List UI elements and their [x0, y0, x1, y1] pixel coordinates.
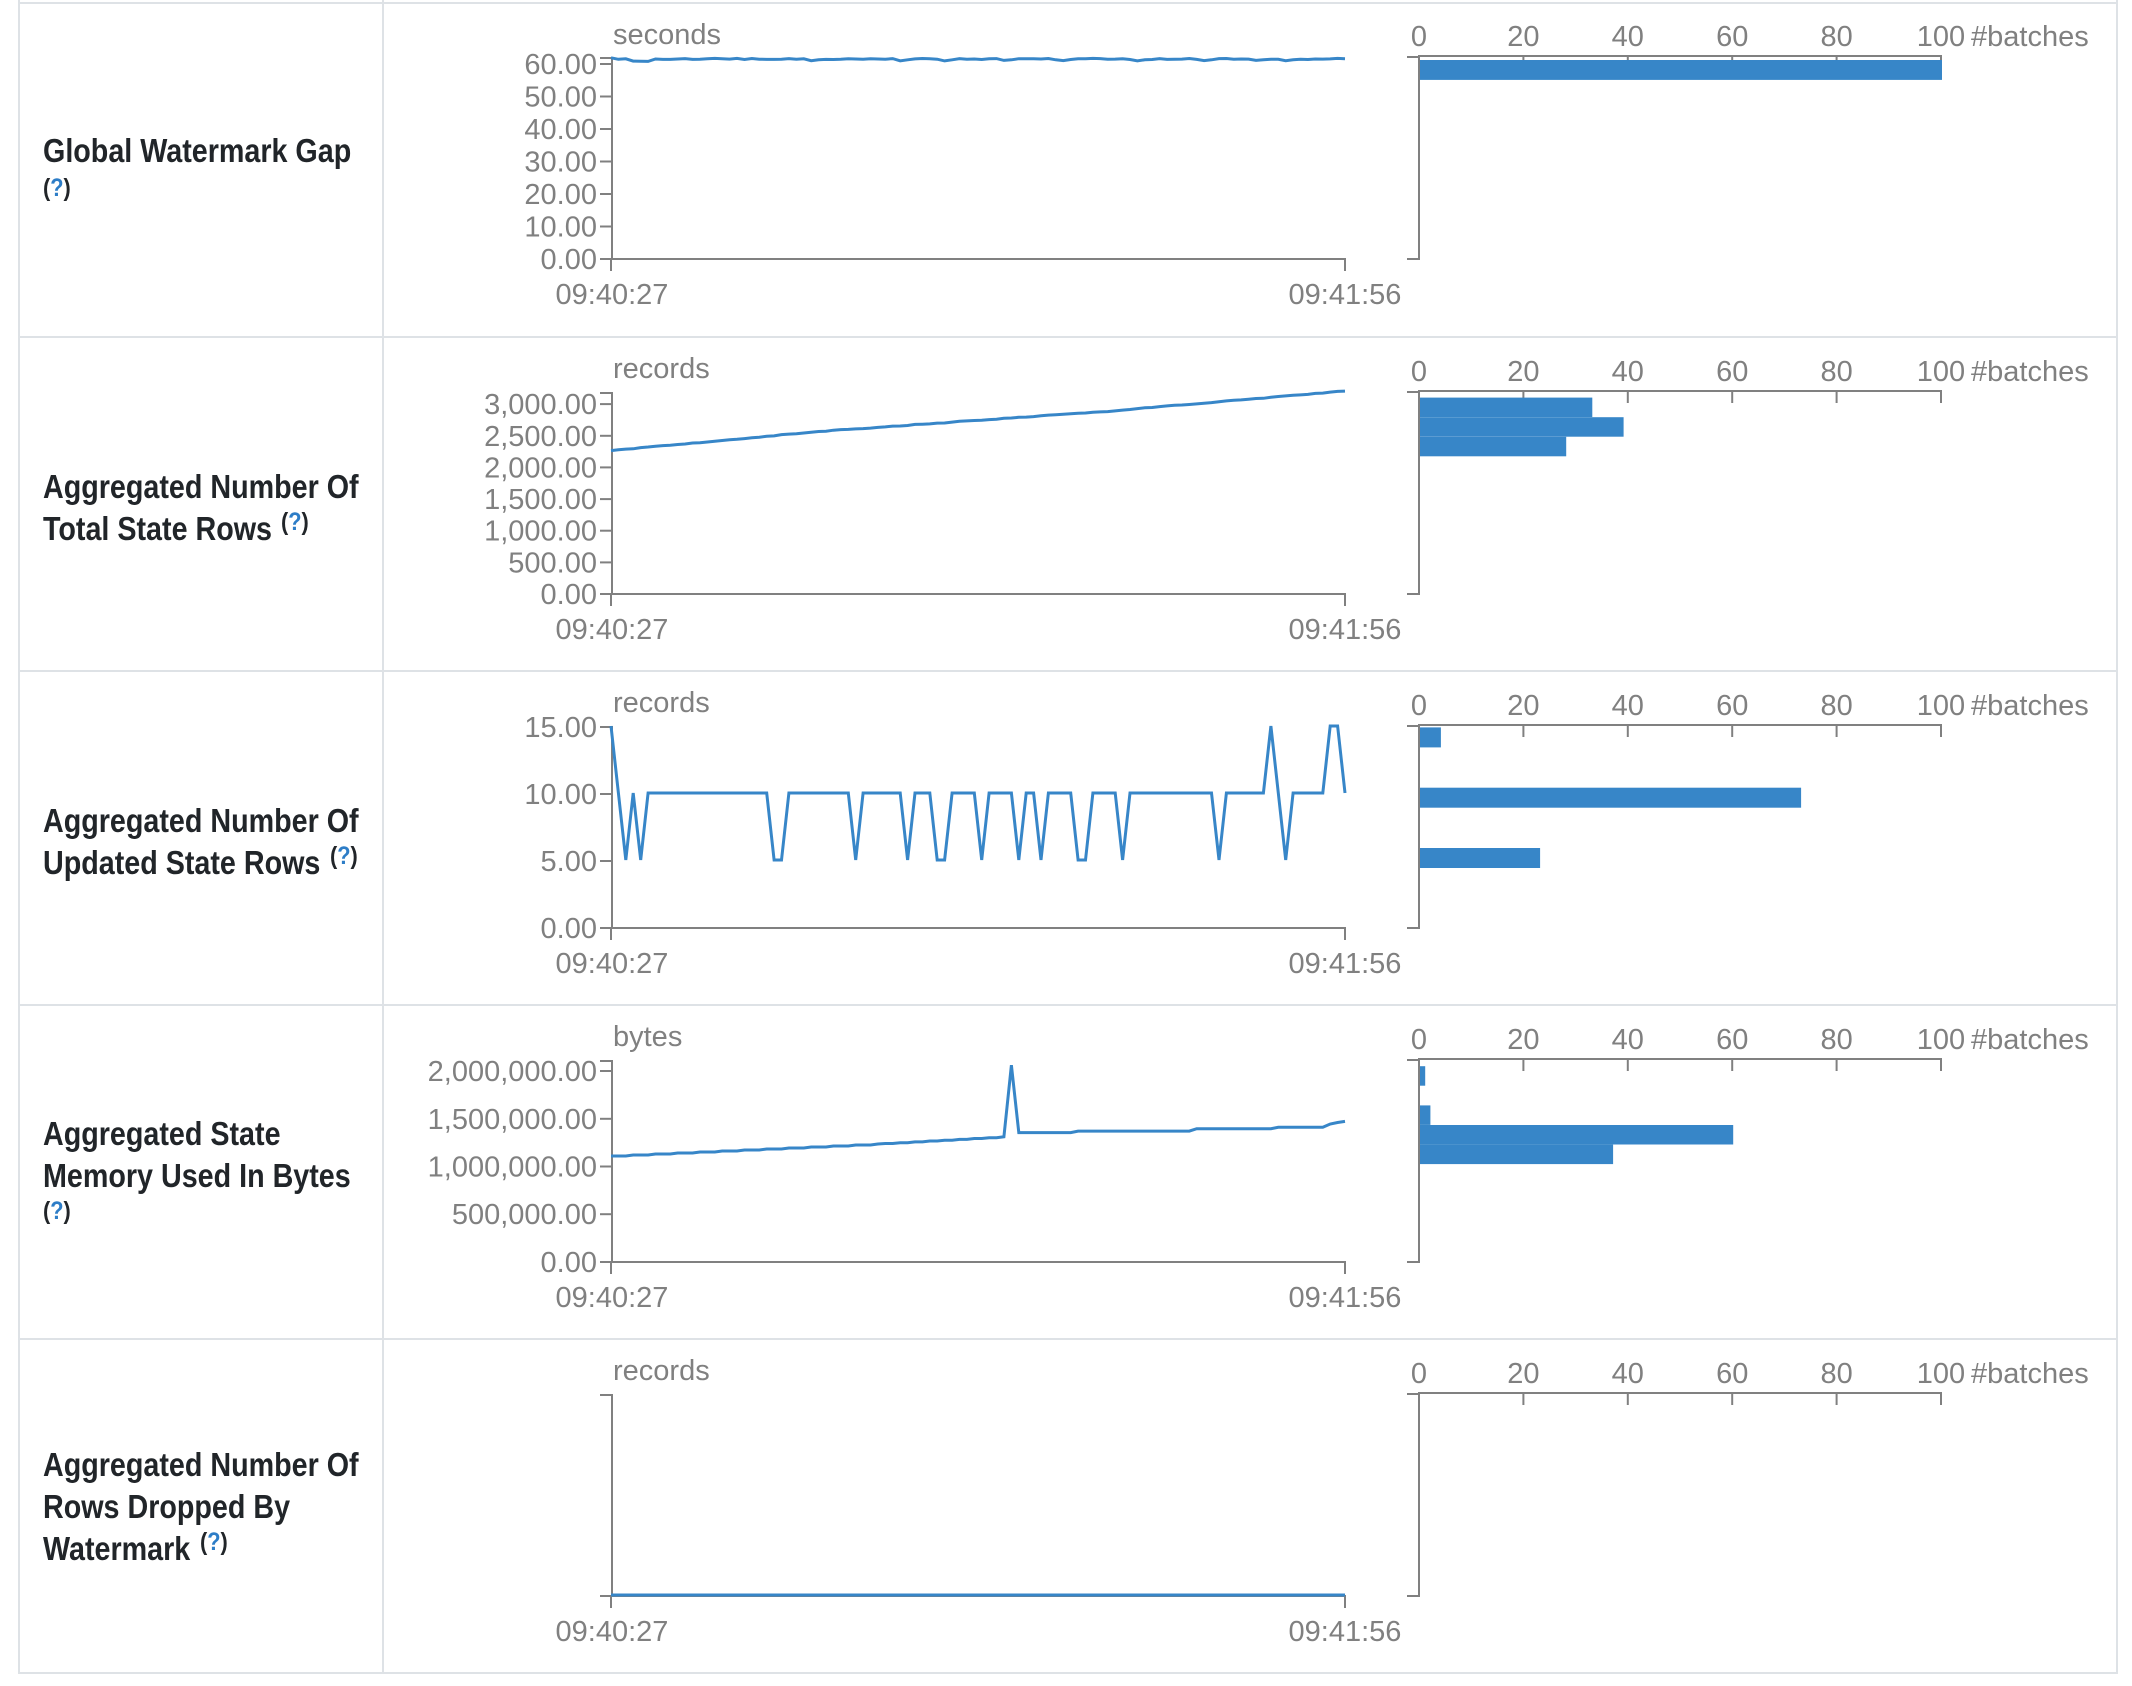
svg-text:09:41:56: 09:41:56	[1289, 1282, 1402, 1314]
svg-text:5.00: 5.00	[541, 846, 597, 878]
svg-text:60: 60	[1716, 1024, 1748, 1056]
svg-text:Updated State Rows: Updated State Rows	[43, 844, 320, 881]
svg-text:09:40:27: 09:40:27	[556, 1616, 669, 1648]
svg-text:#batches: #batches	[1971, 356, 2089, 388]
svg-text:500.00: 500.00	[508, 547, 597, 579]
svg-text:0.00: 0.00	[541, 579, 597, 611]
svg-text:Global Watermark Gap: Global Watermark Gap	[43, 132, 351, 169]
svg-text:0: 0	[1411, 690, 1427, 722]
svg-text:09:41:56: 09:41:56	[1289, 614, 1402, 646]
svg-text:Aggregated Number Of: Aggregated Number Of	[43, 802, 359, 839]
svg-text:09:41:56: 09:41:56	[1289, 279, 1402, 311]
svg-text:0.00: 0.00	[541, 1247, 597, 1279]
svg-text:Total State Rows: Total State Rows	[43, 510, 272, 547]
svg-text:40: 40	[1612, 1358, 1644, 1390]
svg-text:Memory Used In Bytes: Memory Used In Bytes	[43, 1157, 351, 1194]
svg-text:40: 40	[1612, 356, 1644, 388]
svg-text:0: 0	[1411, 21, 1427, 53]
svg-text:0.00: 0.00	[541, 913, 597, 945]
svg-text:09:40:27: 09:40:27	[556, 1282, 669, 1314]
svg-text:60: 60	[1716, 21, 1748, 53]
svg-text:(?): (?)	[43, 174, 71, 202]
svg-text:500,000.00: 500,000.00	[452, 1199, 597, 1231]
svg-text:#batches: #batches	[1971, 21, 2089, 53]
svg-text:80: 80	[1820, 1024, 1852, 1056]
svg-text:20: 20	[1507, 1024, 1539, 1056]
svg-text:1,000,000.00: 1,000,000.00	[428, 1152, 597, 1184]
svg-text:1,500,000.00: 1,500,000.00	[428, 1104, 597, 1136]
svg-text:2,500.00: 2,500.00	[484, 421, 597, 453]
svg-text:records: records	[613, 353, 710, 385]
svg-text:100: 100	[1917, 356, 1965, 388]
svg-text:100: 100	[1917, 21, 1965, 53]
svg-text:0: 0	[1411, 356, 1427, 388]
svg-text:#batches: #batches	[1971, 1358, 2089, 1390]
svg-text:#batches: #batches	[1971, 1024, 2089, 1056]
svg-text:40: 40	[1612, 1024, 1644, 1056]
svg-text:09:41:56: 09:41:56	[1289, 948, 1402, 980]
svg-text:0: 0	[1411, 1358, 1427, 1390]
svg-text:60: 60	[1716, 356, 1748, 388]
svg-text:records: records	[613, 1355, 710, 1387]
svg-text:10.00: 10.00	[524, 779, 597, 811]
svg-text:20: 20	[1507, 690, 1539, 722]
svg-text:(?): (?)	[281, 508, 309, 536]
svg-text:bytes: bytes	[613, 1021, 682, 1053]
svg-text:09:40:27: 09:40:27	[556, 279, 669, 311]
svg-text:(?): (?)	[200, 1528, 228, 1556]
svg-text:(?): (?)	[330, 842, 358, 870]
svg-text:20: 20	[1507, 356, 1539, 388]
svg-text:09:40:27: 09:40:27	[556, 948, 669, 980]
svg-text:Aggregated Number Of: Aggregated Number Of	[43, 1446, 359, 1483]
svg-text:10.00: 10.00	[524, 212, 597, 244]
svg-text:records: records	[613, 687, 710, 719]
svg-text:100: 100	[1917, 1024, 1965, 1056]
svg-text:seconds: seconds	[613, 19, 721, 51]
svg-text:2,000.00: 2,000.00	[484, 452, 597, 484]
svg-text:Aggregated Number Of: Aggregated Number Of	[43, 468, 359, 505]
svg-text:50.00: 50.00	[524, 82, 597, 114]
svg-text:0.00: 0.00	[541, 244, 597, 276]
svg-text:09:40:27: 09:40:27	[556, 614, 669, 646]
svg-text:Rows Dropped By: Rows Dropped By	[43, 1488, 291, 1525]
svg-text:(?): (?)	[43, 1197, 71, 1225]
svg-text:09:41:56: 09:41:56	[1289, 1616, 1402, 1648]
svg-text:20.00: 20.00	[524, 179, 597, 211]
svg-text:2,000,000.00: 2,000,000.00	[428, 1056, 597, 1088]
svg-text:80: 80	[1820, 690, 1852, 722]
svg-text:80: 80	[1820, 1358, 1852, 1390]
svg-text:15.00: 15.00	[524, 712, 597, 744]
svg-text:#batches: #batches	[1971, 690, 2089, 722]
svg-text:Aggregated State: Aggregated State	[43, 1115, 281, 1152]
svg-text:60.00: 60.00	[524, 49, 597, 81]
svg-text:Watermark: Watermark	[43, 1530, 191, 1567]
svg-text:60: 60	[1716, 1358, 1748, 1390]
svg-text:60: 60	[1716, 690, 1748, 722]
svg-text:100: 100	[1917, 1358, 1965, 1390]
svg-text:20: 20	[1507, 21, 1539, 53]
svg-text:40: 40	[1612, 690, 1644, 722]
svg-text:1,000.00: 1,000.00	[484, 516, 597, 548]
svg-text:80: 80	[1820, 356, 1852, 388]
svg-text:20: 20	[1507, 1358, 1539, 1390]
svg-text:0: 0	[1411, 1024, 1427, 1056]
svg-text:40: 40	[1612, 21, 1644, 53]
svg-text:1,500.00: 1,500.00	[484, 484, 597, 516]
svg-text:30.00: 30.00	[524, 147, 597, 179]
svg-text:80: 80	[1820, 21, 1852, 53]
svg-text:3,000.00: 3,000.00	[484, 389, 597, 421]
svg-text:40.00: 40.00	[524, 114, 597, 146]
svg-text:100: 100	[1917, 690, 1965, 722]
